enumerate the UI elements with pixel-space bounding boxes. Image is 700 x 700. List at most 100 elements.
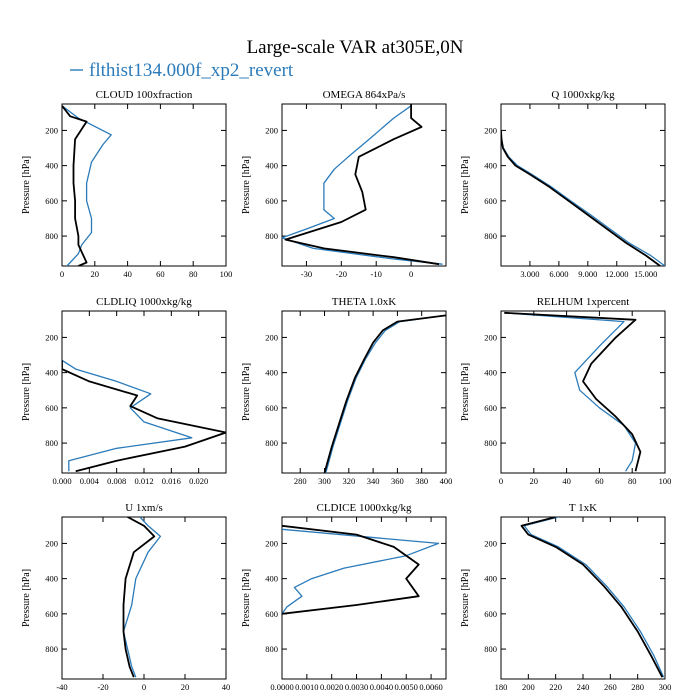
- x-tick-label: 280: [294, 476, 307, 486]
- x-tick-label: 180: [495, 682, 508, 692]
- x-tick-label: 280: [631, 682, 644, 692]
- series-line-blue: [122, 517, 162, 678]
- x-tick-label: 0.0010: [295, 682, 318, 692]
- y-tick-label: 600: [45, 609, 58, 619]
- y-tick-label: 800: [45, 438, 58, 448]
- x-tick-label: 340: [367, 476, 380, 486]
- x-tick-label: 0.0000: [270, 682, 293, 692]
- x-tick-label: 60: [595, 476, 604, 486]
- x-tick-label: 40: [562, 476, 571, 486]
- x-tick-label: 0.0020: [320, 682, 343, 692]
- legend-label: flthist134.000f_xp2_revert: [89, 60, 294, 81]
- series-line-black: [504, 311, 642, 472]
- plot-frame: [281, 103, 447, 267]
- x-tick-label: 0.020: [189, 476, 208, 486]
- x-tick-label: 0: [499, 476, 503, 486]
- x-tick-label: -20: [336, 269, 347, 279]
- x-tick-label: 0: [60, 269, 64, 279]
- series-line-black: [501, 130, 661, 266]
- x-tick-label: 40: [222, 682, 231, 692]
- y-tick-label: 200: [265, 125, 278, 135]
- x-tick-label: 360: [391, 476, 404, 486]
- x-tick-label: -40: [56, 682, 67, 692]
- series-line-black: [520, 517, 664, 678]
- x-tick-label: 100: [659, 476, 672, 486]
- y-tick-label: 200: [484, 125, 497, 135]
- y-tick-label: 200: [484, 332, 497, 342]
- x-tick-label: 300: [318, 476, 331, 486]
- x-tick-label: 300: [659, 682, 672, 692]
- x-tick-label: 0.000: [52, 476, 71, 486]
- plot-frame: [281, 310, 447, 474]
- y-tick-label: 400: [484, 161, 497, 171]
- x-tick-label: 80: [189, 269, 198, 279]
- plot-frame: [500, 516, 666, 680]
- y-axis-label: Pressure [hPa]: [460, 156, 471, 214]
- x-tick-label: 0: [142, 682, 146, 692]
- x-tick-label: 9.000: [578, 269, 597, 279]
- y-tick-label: 600: [45, 403, 58, 413]
- panel-title: OMEGA 864xPa/s: [323, 89, 406, 101]
- y-tick-label: 600: [265, 609, 278, 619]
- y-tick-label: 800: [265, 438, 278, 448]
- panel-8: T 1xK Pressure [hPa] 200 400 600 800 180 200 220…: [460, 502, 671, 692]
- panel-title: CLDLIQ 1000xkg/kg: [96, 296, 192, 308]
- x-tick-label: 320: [342, 476, 355, 486]
- y-tick-label: 600: [265, 196, 278, 206]
- panel-title: RELHUM 1xpercent: [537, 296, 630, 308]
- y-tick-label: 800: [265, 644, 278, 654]
- series-line-black: [284, 104, 440, 266]
- y-tick-label: 200: [265, 332, 278, 342]
- x-tick-label: 260: [604, 682, 617, 692]
- panel-title: U 1xm/s: [125, 502, 163, 514]
- x-tick-label: 20: [181, 682, 190, 692]
- x-tick-label: -20: [97, 682, 108, 692]
- plot-frame: [500, 310, 666, 474]
- panel-7: CLDICE 1000xkg/kg Pressure [hPa] 200 400 600…: [241, 502, 447, 692]
- y-tick-label: 800: [484, 644, 497, 654]
- series-line-blue: [501, 130, 665, 266]
- series-line-blue: [523, 517, 665, 678]
- x-tick-label: -30: [301, 269, 312, 279]
- x-tick-label: 0.0060: [419, 682, 442, 692]
- panel-2: Q 1000xkg/kg Pressure [hPa] 200 400 600 800 3.…: [460, 89, 666, 279]
- y-axis-label: Pressure [hPa]: [460, 569, 471, 627]
- x-tick-label: 240: [577, 682, 590, 692]
- y-tick-label: 400: [484, 574, 497, 584]
- panel-title: THETA 1.0xK: [332, 296, 397, 308]
- plot-frame: [500, 103, 666, 267]
- plot-frame: [61, 103, 227, 267]
- y-tick-label: 400: [45, 161, 58, 171]
- y-axis-label: Pressure [hPa]: [241, 156, 252, 214]
- series-line-blue: [325, 314, 446, 473]
- x-tick-label: 12.000: [605, 269, 628, 279]
- y-axis-label: Pressure [hPa]: [21, 569, 32, 627]
- y-axis-label: Pressure [hPa]: [241, 569, 252, 627]
- x-tick-label: 0.012: [134, 476, 153, 486]
- y-tick-label: 400: [45, 368, 58, 378]
- x-tick-label: 0.0030: [345, 682, 368, 692]
- panel-title: T 1xK: [569, 502, 597, 514]
- x-tick-label: 220: [549, 682, 562, 692]
- series-line-blue: [282, 105, 443, 265]
- series-line-blue: [504, 312, 637, 472]
- series-line-black: [62, 105, 88, 266]
- series-line-black: [323, 314, 446, 473]
- panel-title: CLOUD 100xfraction: [96, 89, 193, 101]
- x-tick-label: 100: [220, 269, 233, 279]
- x-tick-label: 200: [522, 682, 535, 692]
- y-tick-label: 800: [45, 644, 58, 654]
- y-tick-label: 400: [484, 368, 497, 378]
- series-line-black: [122, 517, 156, 678]
- y-tick-label: 200: [45, 538, 58, 548]
- x-tick-label: 0.0040: [370, 682, 393, 692]
- x-tick-label: 0.008: [107, 476, 126, 486]
- series-line-black: [62, 360, 226, 473]
- panel-3: CLDLIQ 1000xkg/kg Pressure [hPa] 200 400 600…: [21, 296, 227, 486]
- series-line-black: [282, 524, 420, 615]
- panel-title: CLDICE 1000xkg/kg: [316, 502, 412, 514]
- y-tick-label: 600: [265, 403, 278, 413]
- x-tick-label: 3.000: [520, 269, 539, 279]
- x-tick-label: 400: [440, 476, 453, 486]
